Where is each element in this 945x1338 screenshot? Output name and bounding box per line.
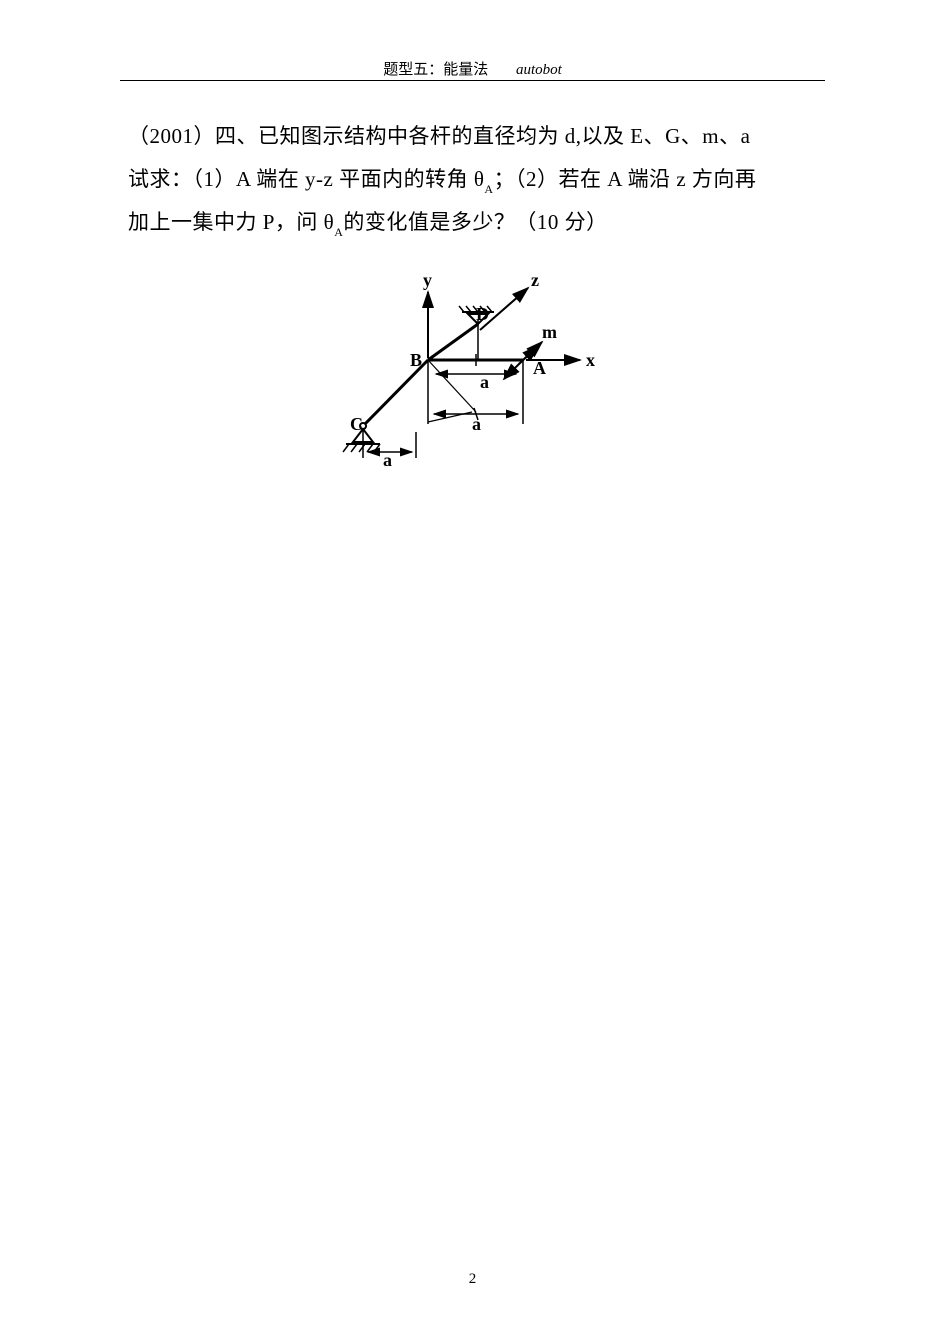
body: （2001）四、已知图示结构中各杆的直径均为 d,以及 E、G、m、a 试求：（… [128, 115, 828, 497]
line3-sub: A [334, 225, 343, 239]
svg-text:C: C [350, 414, 363, 434]
header-rule [120, 80, 825, 81]
line3-post: 的变化值是多少？（10 分） [343, 210, 607, 234]
page-header: 题型五：能量法 autobot [0, 58, 945, 79]
svg-text:a: a [472, 414, 481, 434]
line3-pre: 加上一集中力 P，问 θ [128, 210, 334, 234]
line1: （2001）四、已知图示结构中各杆的直径均为 d,以及 E、G、m、a [128, 124, 750, 148]
page-number: 2 [469, 1271, 477, 1287]
svg-text:a: a [480, 372, 489, 392]
svg-text:z: z [531, 270, 539, 290]
problem-text: （2001）四、已知图示结构中各杆的直径均为 d,以及 E、G、m、a 试求：（… [128, 115, 828, 244]
svg-text:y: y [423, 270, 432, 290]
structural-diagram: y z x D m A B C a a a [328, 262, 628, 497]
svg-text:A: A [533, 358, 546, 378]
line2-post: ；（2）若在 A 端沿 z 方向再 [494, 167, 757, 191]
line2-pre: 试求：（1）A 端在 y-z 平面内的转角 θ [128, 167, 484, 191]
line2-sub: A [484, 182, 493, 196]
svg-text:m: m [542, 322, 557, 342]
svg-text:a: a [383, 450, 392, 470]
page-footer: 2 [0, 1271, 945, 1288]
svg-text:D: D [476, 304, 489, 324]
header-author: autobot [516, 62, 562, 78]
svg-text:x: x [586, 350, 595, 370]
svg-text:B: B [410, 350, 422, 370]
header-title: 题型五：能量法 [383, 62, 488, 78]
page: 题型五：能量法 autobot （2001）四、已知图示结构中各杆的直径均为 d… [0, 0, 945, 1338]
figure-container: y z x D m A B C a a a [128, 262, 828, 497]
